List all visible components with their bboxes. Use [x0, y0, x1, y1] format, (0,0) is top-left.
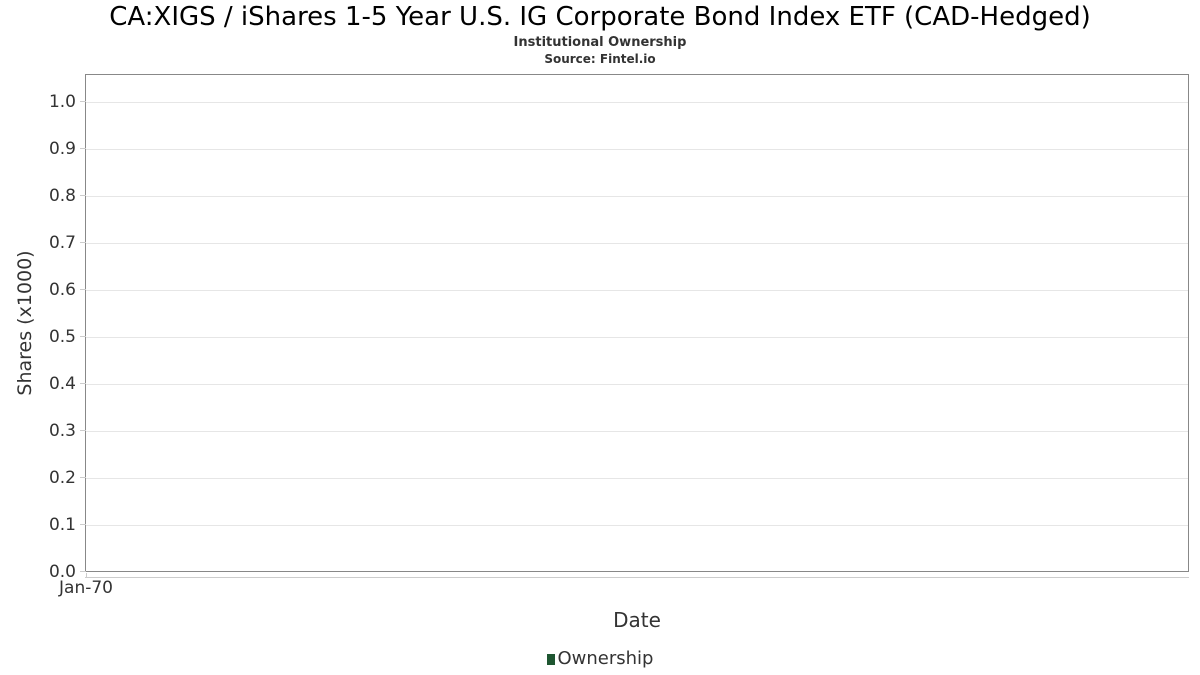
- legend-marker-icon: [546, 653, 555, 665]
- y-axis-tick-mark: [80, 289, 86, 290]
- y-axis-tick-label: 0.7: [48, 233, 76, 253]
- legend-label: Ownership: [557, 648, 654, 669]
- y-axis-tick-label: 1.0: [48, 92, 76, 112]
- gridline: [86, 149, 1188, 150]
- y-axis-tick-mark: [80, 101, 86, 102]
- y-axis-tick-mark: [80, 195, 86, 196]
- y-axis-tick-mark: [80, 336, 86, 337]
- y-axis-tick-label: 0.3: [48, 421, 76, 441]
- x-axis-tick-mark: [86, 573, 87, 578]
- y-axis-tick-mark: [80, 571, 86, 572]
- x-axis-title: Date: [613, 608, 661, 632]
- chart-title: CA:XIGS / iShares 1-5 Year U.S. IG Corpo…: [109, 2, 1091, 32]
- y-axis-tick-mark: [80, 383, 86, 384]
- gridline: [86, 243, 1188, 244]
- y-axis-tick-mark: [80, 148, 86, 149]
- y-axis-tick-label: 0.8: [48, 186, 76, 206]
- gridline: [86, 337, 1188, 338]
- plot-area: [85, 74, 1189, 572]
- y-axis-tick-mark: [80, 477, 86, 478]
- gridline: [86, 384, 1188, 385]
- chart-subtitle: Institutional Ownership: [513, 35, 687, 50]
- y-axis-tick-label: 0.2: [48, 468, 76, 488]
- y-axis-tick-mark: [80, 430, 86, 431]
- y-axis-tick-label: 0.0: [48, 562, 76, 582]
- y-axis-tick-label: 0.9: [48, 139, 76, 159]
- y-axis-tick-mark: [80, 242, 86, 243]
- x-axis-line: [85, 577, 1189, 578]
- y-axis-tick-mark: [80, 524, 86, 525]
- gridline: [86, 431, 1188, 432]
- gridline: [86, 196, 1188, 197]
- y-axis-tick-label: 0.1: [48, 515, 76, 535]
- chart-source: Source: Fintel.io: [544, 52, 656, 66]
- y-axis-tick-label: 0.6: [48, 280, 76, 300]
- x-axis-tick-label: Jan-70: [59, 578, 113, 598]
- gridline: [86, 102, 1188, 103]
- gridline: [86, 290, 1188, 291]
- legend-item-ownership[interactable]: Ownership: [0, 647, 1200, 671]
- y-axis-tick-label: 0.5: [48, 327, 76, 347]
- gridline: [86, 478, 1188, 479]
- gridline: [86, 525, 1188, 526]
- y-axis-tick-label: 0.4: [48, 374, 76, 394]
